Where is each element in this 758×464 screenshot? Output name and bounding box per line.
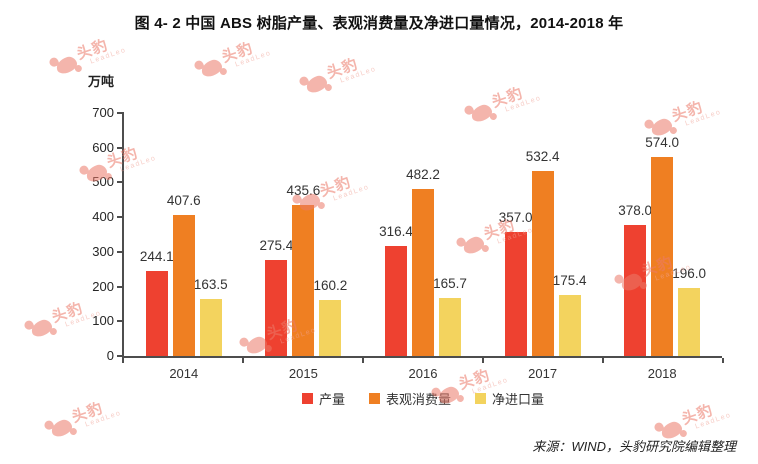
bar-value-label: 482.2 [406,167,440,182]
bar-2017-series-1 [531,171,554,356]
y-axis-line [122,112,124,358]
bar-2014-series-2 [199,299,222,356]
y-axis-unit-label: 万吨 [88,74,115,89]
bar-value-label: 244.1 [139,249,174,264]
chart-legend: 产量 表观消费量 净进口量 [123,389,723,407]
legend-item: 净进口量 [475,389,544,408]
bar-value-label: 316.4 [379,224,413,239]
y-axis-tick-label: 0 [106,348,114,363]
x-axis-tick [122,358,124,363]
x-axis-tick [482,358,484,363]
y-axis-tick [117,146,122,149]
y-axis-tick-label: 400 [92,209,114,225]
x-axis-tick [722,358,724,363]
y-axis-tick-label: 700 [92,105,114,120]
bar-value-label: 435.6 [286,183,321,198]
bar-value-label: 165.7 [433,276,467,291]
legend-item: 表观消费量 [368,389,451,408]
x-axis-year-label: 2014 [169,366,199,381]
chart-title: 图 4- 2 中国 ABS 树脂产量、表观消费量及净进口量情况，2014-201… [134,15,624,32]
bar-value-label: 378.0 [618,203,653,218]
bar-value-label: 275.4 [259,238,294,253]
y-axis-tick-label: 100 [92,313,114,329]
legend-label: 产量 [318,391,345,407]
bar-value-label: 532.4 [525,149,560,164]
y-axis-tick [117,112,122,114]
x-axis-year-label: 2016 [408,366,438,381]
x-axis-line [122,356,722,358]
x-axis-tick [362,358,364,363]
bar-2016-series-0 [385,246,407,356]
bar-2018-series-0 [624,225,647,356]
bar-value-label: 357.0 [498,210,533,225]
x-axis-year-label: 2015 [288,366,318,381]
bar-2016-series-2 [439,298,461,356]
bar-value-label: 196.0 [672,266,707,281]
legend-swatch-icon [301,392,313,404]
bar-value-label: 163.5 [193,277,228,292]
bar-value-label: 407.6 [166,193,201,208]
bar-2018-series-1 [651,157,674,356]
legend-label: 净进口量 [492,391,545,407]
legend-label: 表观消费量 [385,391,451,407]
y-axis-tick-label: 300 [92,243,114,259]
bar-2014-series-0 [145,271,168,356]
x-axis-tick [242,358,244,363]
legend-item: 产量 [301,389,345,408]
y-axis-tick [117,285,122,288]
y-axis-tick [117,250,122,253]
bar-2015-series-1 [292,205,315,356]
bar-2016-series-1 [412,189,434,356]
y-axis-tick-label: 600 [92,139,114,155]
legend-swatch-icon [475,392,486,404]
bar-2017-series-0 [504,232,527,356]
bar-2017-series-2 [558,295,581,356]
x-axis-year-label: 2017 [528,366,558,381]
y-axis-tick [117,181,122,184]
bar-2018-series-2 [678,288,701,356]
legend-swatch-icon [368,392,380,404]
bar-2015-series-2 [319,300,342,356]
bar-value-label: 574.0 [645,135,680,150]
bar-2014-series-1 [172,215,195,356]
source-note: 来源：WIND，头豹研究院编辑整理 [532,439,736,454]
y-axis-tick [117,216,122,219]
y-axis-tick-label: 500 [92,174,114,190]
bar-value-label: 175.4 [552,273,587,288]
bar-2015-series-0 [265,260,288,356]
bar-value-label: 160.2 [313,278,348,293]
x-axis-tick [602,358,604,363]
y-axis-tick [117,320,122,323]
y-axis-tick [117,355,122,357]
y-axis-tick-label: 200 [92,278,114,294]
x-axis-year-label: 2018 [647,366,677,381]
